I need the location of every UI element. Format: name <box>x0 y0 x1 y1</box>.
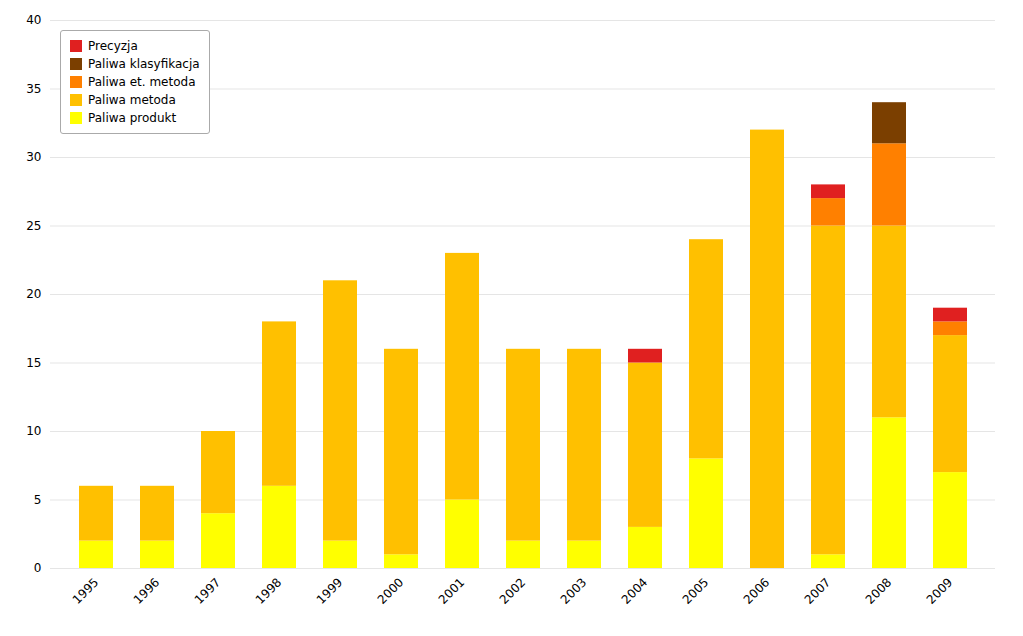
svg-text:20: 20 <box>26 287 41 301</box>
svg-text:2006: 2006 <box>741 575 772 606</box>
svg-text:2000: 2000 <box>375 575 406 606</box>
svg-text:2003: 2003 <box>558 575 589 606</box>
svg-text:2004: 2004 <box>619 575 650 606</box>
svg-text:2002: 2002 <box>497 575 528 606</box>
html-text:Paliwa klasyfikacja: Paliwa klasyfikacja <box>88 57 200 71</box>
svg-text:10: 10 <box>26 424 41 438</box>
svg-text:2005: 2005 <box>680 575 711 606</box>
svg-text:30: 30 <box>26 150 41 164</box>
svg-text:1996: 1996 <box>131 575 162 606</box>
svg-text:25: 25 <box>26 219 41 233</box>
svg-text:5: 5 <box>34 493 42 507</box>
svg-text:2007: 2007 <box>802 575 833 606</box>
html-text:Paliwa metoda: Paliwa metoda <box>88 93 176 107</box>
svg-text:1998: 1998 <box>253 575 284 606</box>
svg-text:15: 15 <box>26 356 41 370</box>
svg-text:1997: 1997 <box>192 575 223 606</box>
svg-text:2009: 2009 <box>924 575 955 606</box>
svg-text:40: 40 <box>26 13 41 27</box>
svg-text:2001: 2001 <box>436 575 467 606</box>
html-text:Precyzja: Precyzja <box>88 39 138 53</box>
html-text:Paliwa et. metoda: Paliwa et. metoda <box>88 75 196 89</box>
svg-text:0: 0 <box>34 561 42 575</box>
svg-text:2008: 2008 <box>863 575 894 606</box>
svg-text:35: 35 <box>26 82 41 96</box>
svg-text:1995: 1995 <box>70 575 101 606</box>
html-text:Paliwa produkt: Paliwa produkt <box>88 111 177 125</box>
svg-text:1999: 1999 <box>314 575 345 606</box>
